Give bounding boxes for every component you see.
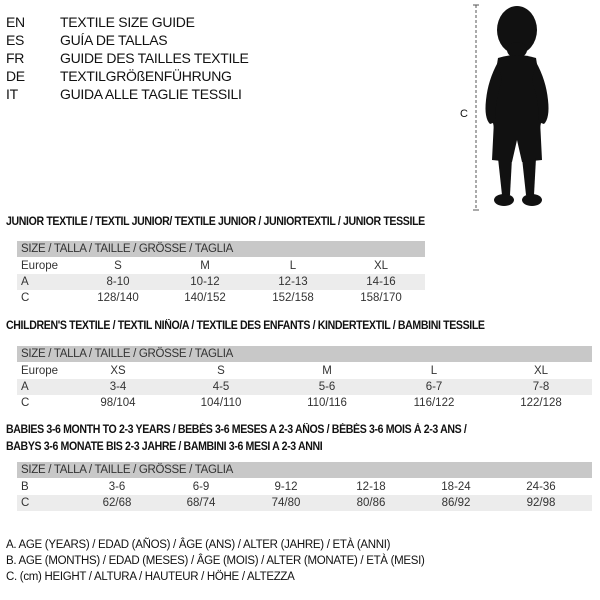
- row-label: C: [21, 397, 30, 409]
- cell: M: [322, 365, 332, 377]
- cell: 9-12: [274, 481, 298, 493]
- row-label: Europe: [21, 365, 59, 377]
- children-size-table: SIZE / TALLA / TAILLE / GRÖSSE / TAGLIA …: [17, 346, 592, 412]
- legend-c: C. (cm) HEIGHT / ALTURA / HAUTEUR / HÖHE…: [6, 571, 295, 583]
- lang-code-en: EN: [6, 14, 25, 30]
- row-label: Europe: [21, 260, 59, 272]
- table-row: Europe XS S M L XL: [17, 363, 592, 379]
- cell: 6-7: [425, 381, 443, 393]
- cell: 24-36: [526, 481, 556, 493]
- cell: 6-9: [192, 481, 210, 493]
- cell: 14-16: [366, 276, 396, 288]
- cell: 128/140: [97, 292, 139, 304]
- cell: 98/104: [100, 397, 136, 409]
- cell: 8-10: [106, 276, 130, 288]
- table-row: C 62/68 68/74 74/80 80/86 86/92 92/98: [17, 495, 592, 511]
- cell: 3-4: [109, 381, 127, 393]
- table-row: B 3-6 6-9 9-12 12-18 18-24 24-36: [17, 479, 592, 495]
- children-title: CHILDREN'S TEXTILE / TEXTIL NIÑO/A / TEX…: [6, 320, 485, 332]
- table-row: Europe S M L XL: [17, 258, 425, 274]
- lang-code-it: IT: [6, 86, 18, 102]
- cell: XL: [533, 365, 549, 377]
- cell: M: [200, 260, 210, 272]
- cell: L: [289, 260, 297, 272]
- babies-title-line1: BABIES 3-6 MONTH TO 2-3 YEARS / BEBÉS 3-…: [6, 424, 467, 436]
- lang-code-fr: FR: [6, 50, 25, 66]
- cell: 74/80: [271, 497, 301, 509]
- legend-b: B. AGE (MONTHS) / EDAD (MESES) / ÂGE (MO…: [6, 555, 425, 567]
- legend-a: A. AGE (YEARS) / EDAD (AÑOS) / ÂGE (ANS)…: [6, 539, 391, 551]
- cell: S: [217, 365, 225, 377]
- child-silhouette-icon: [473, 4, 549, 211]
- cell: XL: [373, 260, 389, 272]
- row-label: C: [21, 292, 30, 304]
- cell: 122/128: [520, 397, 562, 409]
- cell: 104/110: [200, 397, 242, 409]
- cell: 18-24: [441, 481, 471, 493]
- cell: 12-18: [356, 481, 386, 493]
- cell: 80/86: [356, 497, 386, 509]
- cell: S: [114, 260, 122, 272]
- cell: 110/116: [307, 397, 347, 409]
- table-header: SIZE / TALLA / TAILLE / GRÖSSE / TAGLIA: [17, 462, 592, 478]
- row-label: A: [21, 381, 29, 393]
- row-label: C: [21, 497, 30, 509]
- cell: 4-5: [212, 381, 230, 393]
- cell: L: [430, 365, 438, 377]
- cell: 158/170: [360, 292, 402, 304]
- lang-title-en: TEXTILE SIZE GUIDE: [60, 14, 195, 30]
- junior-size-table: SIZE / TALLA / TAILLE / GRÖSSE / TAGLIA …: [17, 241, 425, 307]
- lang-title-de: TEXTILGRÖßENFÜHRUNG: [60, 68, 232, 84]
- cell: 62/68: [102, 497, 132, 509]
- babies-title-line2: BABYS 3-6 MONATE BIS 2-3 JAHRE / BAMBINI…: [6, 441, 323, 453]
- table-header: SIZE / TALLA / TAILLE / GRÖSSE / TAGLIA: [17, 346, 592, 362]
- junior-title: JUNIOR TEXTILE / TEXTIL JUNIOR/ TEXTILE …: [6, 216, 425, 228]
- cell: 92/98: [526, 497, 556, 509]
- lang-code-es: ES: [6, 32, 25, 48]
- cell: 116/122: [413, 397, 455, 409]
- lang-title-fr: GUIDE DES TAILLES TEXTILE: [60, 50, 249, 66]
- cell: XS: [110, 365, 126, 377]
- table-header: SIZE / TALLA / TAILLE / GRÖSSE / TAGLIA: [17, 241, 425, 257]
- cell: 7-8: [532, 381, 550, 393]
- table-row: C 128/140 140/152 152/158 158/170: [17, 290, 425, 306]
- row-label: A: [21, 276, 29, 288]
- lang-title-es: GUÍA DE TALLAS: [60, 32, 168, 48]
- table-row: A 3-4 4-5 5-6 6-7 7-8: [17, 379, 592, 395]
- cell: 140/152: [184, 292, 226, 304]
- cell: 152/158: [272, 292, 314, 304]
- height-measure-label: C: [460, 108, 468, 120]
- cell: 3-6: [108, 481, 126, 493]
- row-label: B: [21, 481, 29, 493]
- cell: 68/74: [186, 497, 216, 509]
- babies-size-table: SIZE / TALLA / TAILLE / GRÖSSE / TAGLIA …: [17, 462, 592, 512]
- lang-code-de: DE: [6, 68, 25, 84]
- cell: 5-6: [318, 381, 336, 393]
- cell: 86/92: [441, 497, 471, 509]
- table-row: C 98/104 104/110 110/116 116/122 122/128: [17, 395, 592, 411]
- table-row: A 8-10 10-12 12-13 14-16: [17, 274, 425, 290]
- cell: 10-12: [190, 276, 220, 288]
- lang-title-it: GUIDA ALLE TAGLIE TESSILI: [60, 86, 242, 102]
- cell: 12-13: [278, 276, 308, 288]
